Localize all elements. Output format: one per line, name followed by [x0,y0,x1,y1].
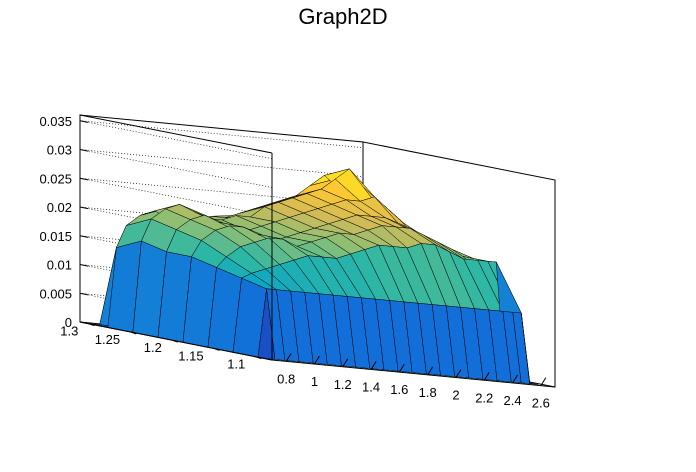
z-tick-label: 0.02 [47,200,72,215]
x-tick-label: 1.2 [334,377,352,392]
x-tick-label: 0.8 [277,371,295,386]
x-tick [512,374,518,384]
x-tick-label: 2.4 [504,393,522,408]
y-axis: 1.1 1.15 1.2 1.25 1.3 [60,323,262,372]
y-tick-label: 1.3 [60,324,78,339]
z-tick-label: 0.015 [39,229,72,244]
x-tick [540,377,547,386]
x-tick [285,353,292,362]
z-tick [79,177,89,181]
axis-frame [79,153,556,388]
x-tick [455,369,462,378]
x-axis-line [271,359,556,388]
z-grid-line [79,120,364,160]
z-tick-label: 0.025 [39,171,72,186]
z-axis: 0 0.005 0.01 0.015 0.02 0.025 0.03 0.035 [39,114,89,330]
x-axis: 0.8 1 1.2 1.4 1.6 1.8 2 2.2 2.4 2.6 [277,353,550,411]
surface-cell [521,313,539,385]
z-tick-label: 0.01 [47,258,72,273]
x-tick-label: 2.2 [475,390,493,405]
chart-title: Graph2D [298,4,387,29]
x-tick-label: 1.8 [419,385,437,400]
x-tick-label: 1 [311,374,318,389]
x-tick-label: 2.6 [532,396,550,411]
surface-mesh [91,168,539,385]
y-tick-label: 1.2 [144,340,162,355]
y-tick [129,331,137,335]
x-tick-label: 2 [452,388,459,403]
z-tick-label: 0 [65,315,72,330]
x-tick [398,363,405,373]
x-tick [483,371,490,381]
z-tick-label: 0.035 [39,114,72,129]
y-tick [255,356,262,360]
x-tick [314,355,320,365]
y-axis-line [79,321,273,361]
x-tick [370,361,377,370]
x-tick [342,358,349,368]
z-tick [79,235,89,238]
z-tick [79,206,89,210]
z-tick [79,264,89,267]
z-tick [79,321,89,325]
y-tick [88,323,95,327]
x-tick-label: 1.6 [390,382,408,397]
x-tick [427,366,434,376]
x-tick-label: 1.4 [362,379,380,394]
y-tick-label: 1.1 [227,357,245,372]
z-tick [79,120,89,123]
y-tick [213,347,220,351]
y-tick-label: 1.15 [178,348,203,363]
y-tick [171,339,178,343]
z-tick [79,149,89,152]
z-tick-label: 0.03 [47,143,72,158]
z-tick-label: 0.005 [39,286,72,301]
y-tick-label: 1.25 [95,332,120,347]
z-tick [79,292,89,296]
